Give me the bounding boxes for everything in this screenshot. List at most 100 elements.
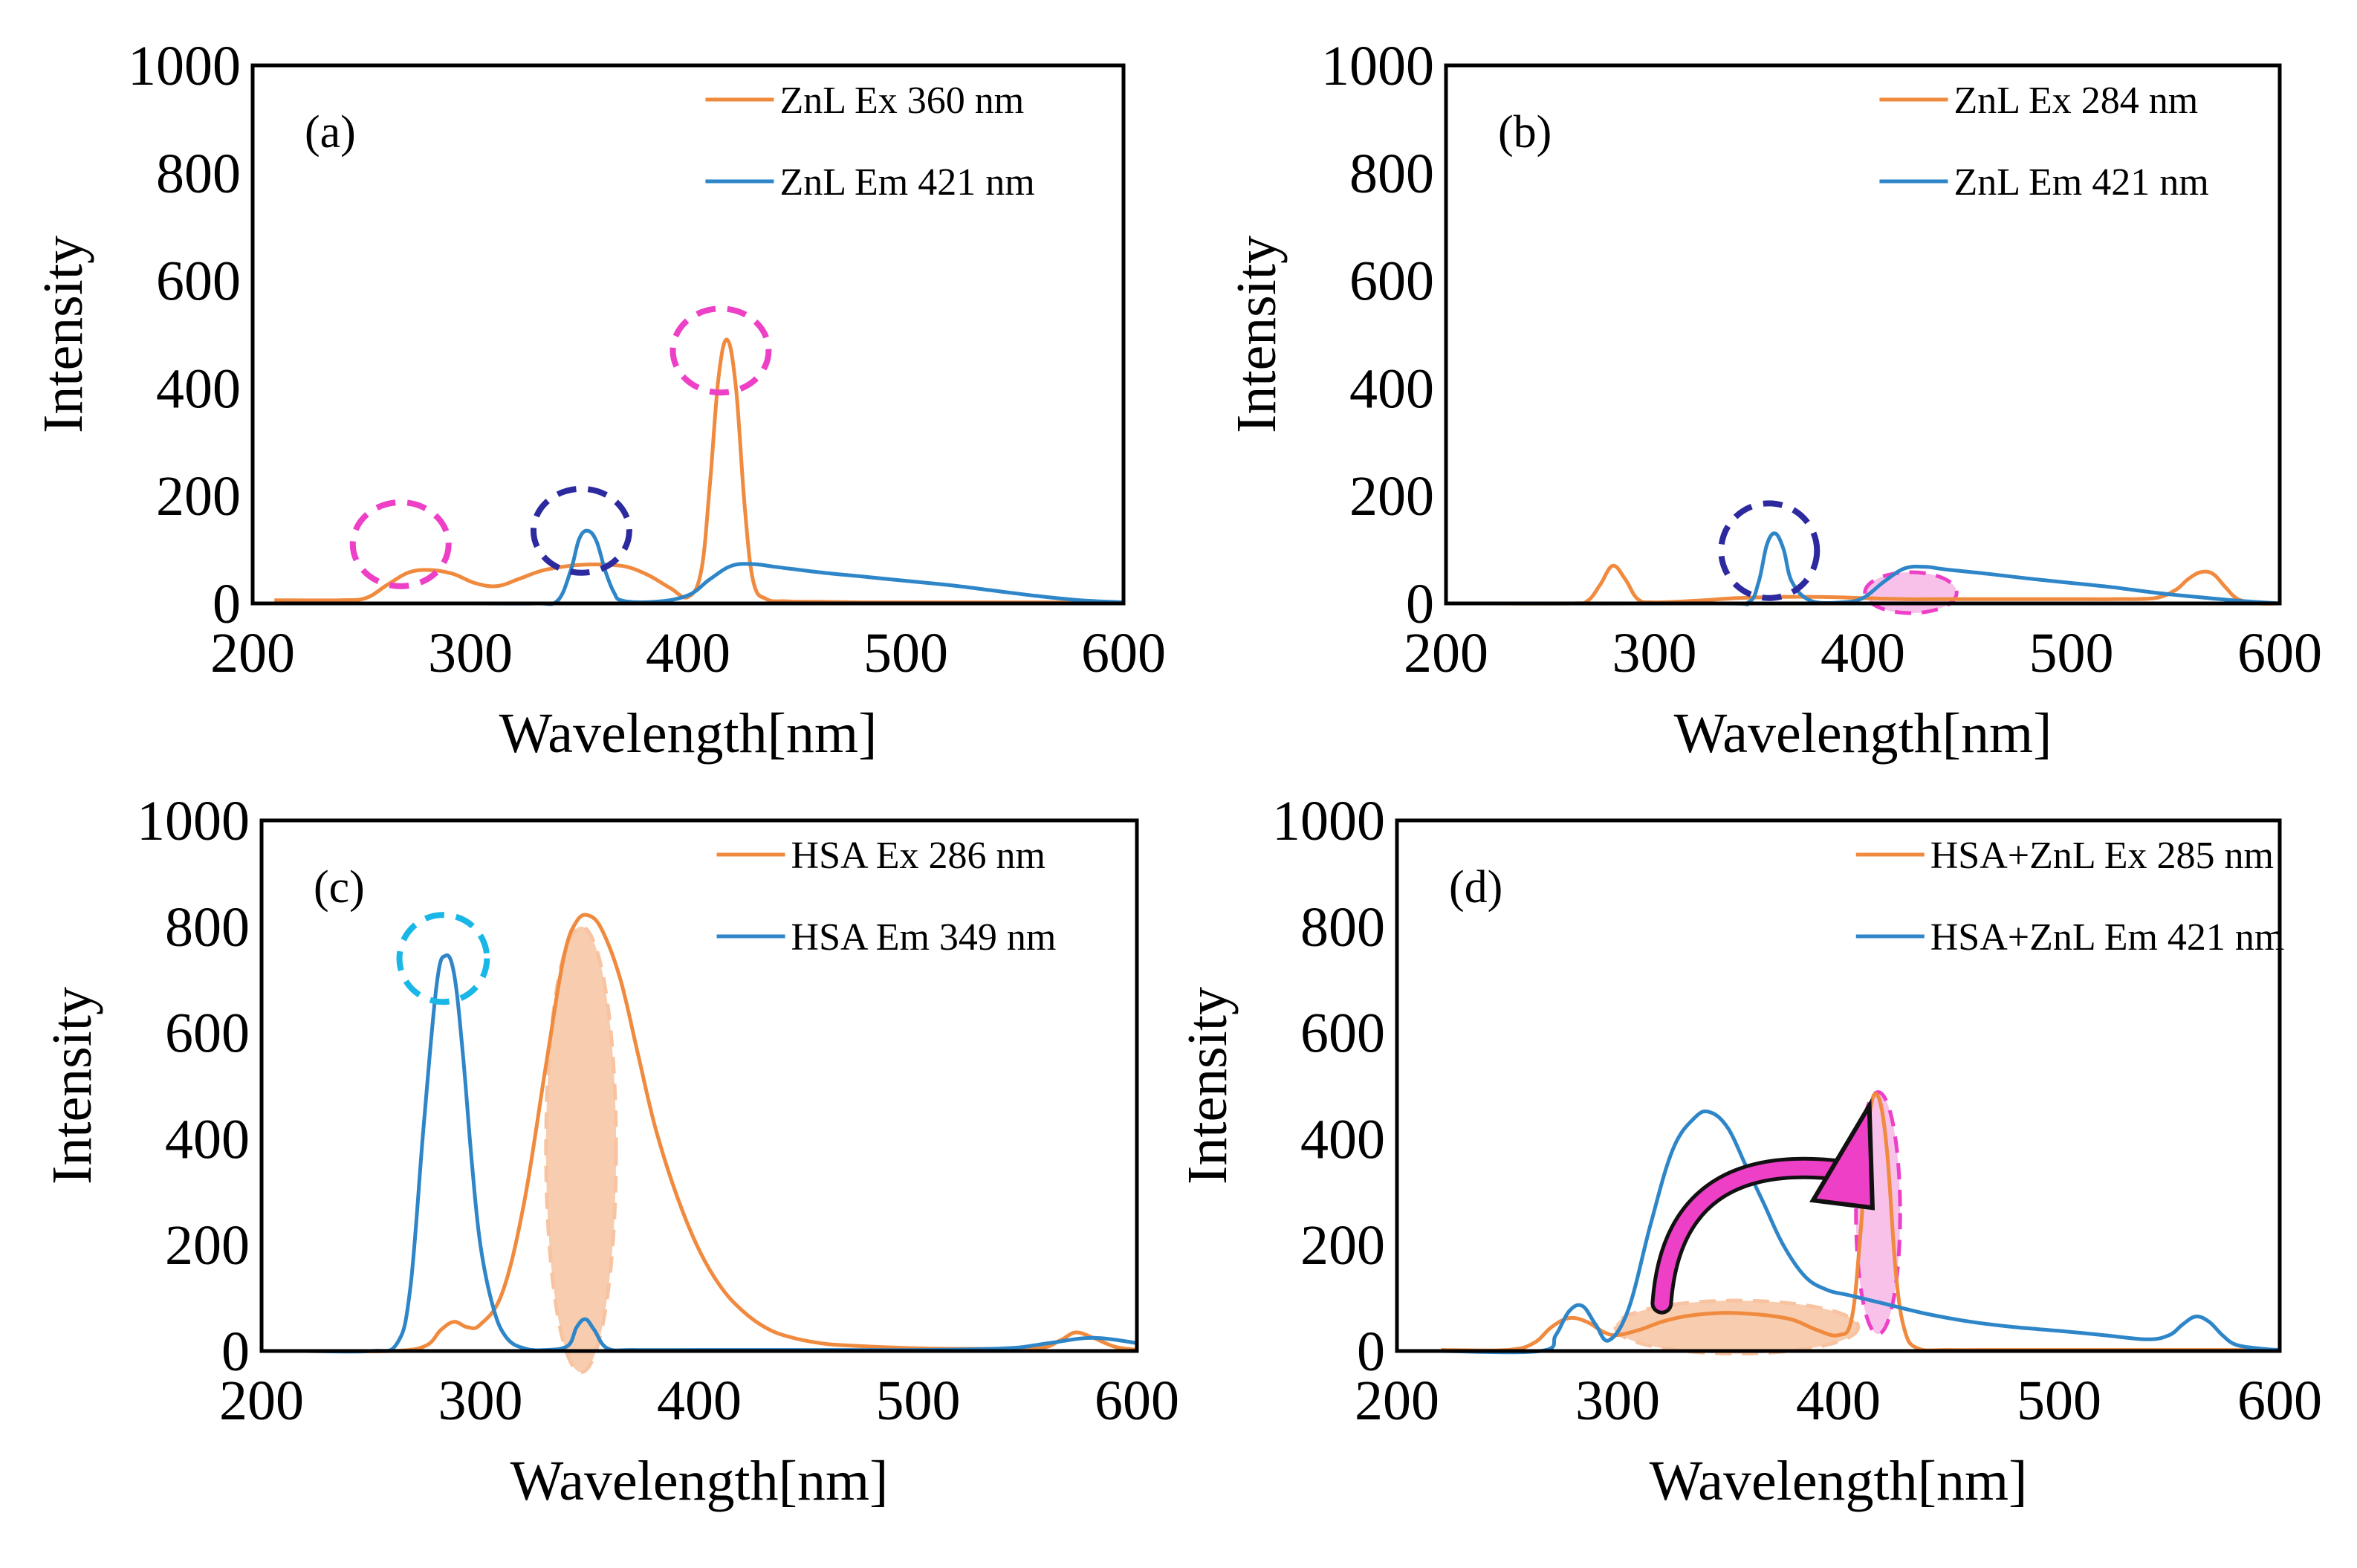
- x-tick-label: 600: [1095, 1370, 1179, 1432]
- y-tick-labels-a: 0 200 400 600 800 1000: [128, 35, 241, 635]
- y-tick-label: 1000: [137, 790, 250, 852]
- ex-curve-d: [1441, 1092, 2280, 1352]
- annotations-under-c: [544, 924, 618, 1375]
- highlight-circle: [396, 912, 490, 1005]
- x-tick-labels-d: 200 300 400 500 600: [1355, 1370, 2322, 1432]
- legend-label-em: HSA+ZnL Em 421 nm: [1930, 916, 2285, 959]
- panel-label-d: (d): [1449, 862, 1502, 913]
- y-tick-label: 1000: [1321, 35, 1434, 97]
- x-tick-label: 600: [1081, 622, 1166, 684]
- x-axis-title-b: Wavelength[nm]: [1674, 702, 2052, 765]
- y-tick-label: 1000: [1272, 790, 1385, 852]
- series-a: [274, 337, 1124, 606]
- x-tick-label: 500: [863, 622, 948, 684]
- y-tick-labels-c: 0 200 400 600 800 1000: [137, 790, 250, 1383]
- y-tick-label: 200: [156, 465, 241, 528]
- legend-a: ZnL Ex 360 nm ZnL Em 421 nm: [705, 80, 1035, 204]
- plot-frame-c: [259, 818, 1139, 1353]
- legend-label-ex: HSA Ex 286 nm: [791, 835, 1045, 877]
- x-axis-title-a: Wavelength[nm]: [499, 702, 878, 765]
- y-axis-title-d: Intensity: [1176, 987, 1239, 1185]
- x-axis-title-d: Wavelength[nm]: [1650, 1450, 2028, 1512]
- x-tick-labels-b: 200 300 400 500 600: [1404, 622, 2322, 684]
- y-tick-label: 400: [156, 357, 241, 420]
- y-axis-title-b: Intensity: [1225, 236, 1288, 433]
- y-tick-label: 0: [1406, 573, 1434, 635]
- y-tick-label: 600: [165, 1002, 250, 1065]
- highlight-circle: [530, 485, 632, 576]
- y-tick-label: 600: [1300, 1002, 1385, 1065]
- y-tick-label: 0: [213, 573, 241, 635]
- legend-label-ex: HSA+ZnL Ex 285 nm: [1930, 835, 2274, 877]
- y-tick-label: 800: [1300, 896, 1385, 959]
- y-tick-label: 400: [1349, 357, 1434, 420]
- y-tick-label: 200: [1349, 465, 1434, 528]
- x-tick-labels-a: 200 300 400 500 600: [210, 622, 1166, 684]
- panel-b: 0 200 400 600 800 1000 200 300 400 500 6…: [1225, 35, 2322, 765]
- annotations-over-d: [1650, 1098, 1875, 1315]
- x-axis-title-c: Wavelength[nm]: [510, 1450, 889, 1512]
- panel-label-a: (a): [305, 107, 356, 158]
- ex-curve-c: [305, 913, 1138, 1354]
- x-tick-label: 500: [2029, 622, 2114, 684]
- legend-label-ex: ZnL Ex 360 nm: [779, 80, 1024, 122]
- overlap-ellipse: [544, 924, 618, 1375]
- y-tick-label: 400: [1300, 1108, 1385, 1170]
- x-tick-label: 200: [1355, 1370, 1439, 1432]
- legend-label-em: HSA Em 349 nm: [791, 916, 1057, 959]
- em-curve-c: [305, 953, 1138, 1354]
- legend-label-em: ZnL Em 421 nm: [779, 161, 1034, 204]
- y-axis-title-a: Intensity: [32, 236, 94, 433]
- series-c: [305, 913, 1138, 1354]
- highlight-circle: [349, 499, 452, 589]
- plot-frame-b: [1444, 63, 2282, 606]
- x-tick-label: 200: [1404, 622, 1488, 684]
- x-tick-label: 600: [2237, 1370, 2322, 1432]
- y-tick-label: 600: [1349, 250, 1434, 313]
- annotations-over-b: [1718, 500, 1821, 601]
- legend-d: HSA+ZnL Ex 285 nm HSA+ZnL Em 421 nm: [1855, 835, 2285, 959]
- x-tick-label: 300: [1612, 622, 1697, 684]
- annotations-over-a: [349, 305, 772, 589]
- highlight-circle: [1718, 500, 1821, 601]
- panel-d: 0 200 400 600 800 1000 200 300 400 500 6…: [1176, 790, 2322, 1512]
- legend-b: ZnL Ex 284 nm ZnL Em 421 nm: [1879, 80, 2209, 204]
- energy-transfer-arrow: [1654, 1160, 1850, 1311]
- legend-label-ex: ZnL Ex 284 nm: [1954, 80, 2198, 122]
- x-tick-label: 400: [1796, 1370, 1881, 1432]
- x-tick-label: 400: [657, 1370, 742, 1432]
- series-b: [1488, 531, 2280, 606]
- x-tick-label: 200: [219, 1370, 304, 1432]
- legend-c: HSA Ex 286 nm HSA Em 349 nm: [716, 835, 1057, 959]
- em-curve-d: [1441, 1109, 2280, 1355]
- em-curve-b: [1488, 531, 2280, 606]
- y-tick-labels-d: 0 200 400 600 800 1000: [1272, 790, 1385, 1383]
- panel-c: 0 200 400 600 800 1000 200 300 400 500 6…: [41, 790, 1179, 1512]
- y-axis-title-c: Intensity: [41, 987, 103, 1185]
- overlap-ellipse: [1613, 1298, 1861, 1356]
- x-tick-label: 300: [428, 622, 513, 684]
- ex-curve-b: [1488, 563, 2280, 606]
- legend-label-em: ZnL Em 421 nm: [1954, 161, 2208, 204]
- panel-label-c: (c): [314, 862, 365, 913]
- panel-label-b: (b): [1498, 107, 1552, 158]
- y-tick-label: 800: [1349, 143, 1434, 205]
- em-curve-a: [274, 528, 1124, 606]
- x-tick-labels-c: 200 300 400 500 600: [219, 1370, 1179, 1432]
- y-tick-labels-b: 0 200 400 600 800 1000: [1321, 35, 1434, 635]
- y-tick-label: 800: [156, 143, 241, 205]
- highlight-circle: [670, 305, 772, 396]
- series-d: [1441, 1092, 2280, 1355]
- y-tick-label: 200: [165, 1214, 250, 1277]
- y-tick-label: 800: [165, 896, 250, 959]
- y-tick-label: 200: [1300, 1214, 1385, 1277]
- annotations-over-c: [396, 912, 490, 1005]
- plot-frame-d: [1395, 818, 2282, 1353]
- x-tick-label: 300: [438, 1370, 523, 1432]
- overlap-ellipse: [1863, 570, 1959, 615]
- x-tick-label: 200: [210, 622, 295, 684]
- ex-curve-a: [274, 337, 1124, 605]
- y-tick-label: 400: [165, 1108, 250, 1170]
- panel-a: 0 200 400 600 800 1000 200 300 400 500 6…: [32, 35, 1166, 765]
